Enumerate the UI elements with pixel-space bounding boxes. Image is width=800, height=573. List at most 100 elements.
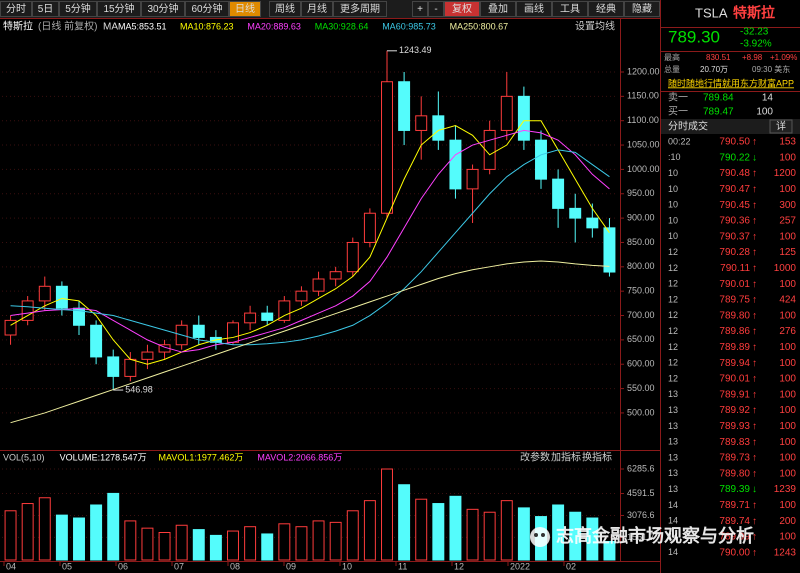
volume-bar [244,526,257,561]
field-label: 卖一 [668,92,688,104]
trade-arrow: ↑ [752,342,757,353]
x-tick-label: 12 [454,561,464,571]
toolbar-button[interactable] [32,1,59,17]
trade-price: 790.48 [719,168,750,179]
toolbar-button-label: 月线 [307,2,327,15]
y-tick-label: 800.00 [627,261,655,271]
trade-vol: 100 [779,500,796,511]
ad-link[interactable]: 随时随地行情就用东方财富APP [668,77,794,88]
indicator-button[interactable]: 换指标 [582,451,612,464]
x-tick-label: 08 [230,561,240,571]
volume-legend: VOLUME:1278.547万 [60,452,147,462]
ma-line [10,149,610,346]
volume-bar [569,511,582,561]
price-pct: -3.92% [740,39,772,50]
tool-button-label: 经典 [596,2,616,15]
ma-line [10,260,610,424]
high: 830.51 [706,53,731,62]
trade-arrow: ↓ [752,152,757,163]
trade-vol: 424 [779,295,796,306]
toolbar-button[interactable] [141,1,185,17]
volume-bar [227,530,239,561]
indicator-button[interactable]: 改参数 [520,451,550,464]
trade-arrow: ↑ [752,421,757,432]
trade-price: 789.75 [719,295,750,306]
toolbar-button[interactable] [0,1,32,17]
trade-arrow: ↑ [752,389,757,400]
tool-button-label: 工具 [560,3,580,15]
candle-body [483,129,496,170]
trade-arrow: ↑ [752,437,757,448]
change2: +8.98 [742,53,763,62]
candle-body [363,212,376,243]
tool-button-label: - [434,4,437,15]
x-tick-label: 2022 [510,561,530,571]
toolbar-button-label: 60分钟 [191,2,222,15]
tool-button-label: + [417,4,423,15]
volume-bar [192,529,205,561]
volume-bar [363,500,376,561]
trade-time: 12 [668,263,678,273]
candle-body [569,207,582,219]
y-tick-label: 700.00 [627,310,655,320]
indicator-button[interactable]: 加指标 [551,451,581,464]
low-annotation: 546.98 [125,384,153,394]
bid: 789.47 [703,107,734,118]
trade-time: 12 [668,310,678,320]
trade-vol: 100 [779,437,796,448]
indicator-name: MA [103,22,118,33]
stock-name: 特斯拉 [3,20,33,33]
trade-arrow: ↑ [752,279,757,290]
toolbar-button[interactable] [97,1,141,17]
trade-time: 13 [668,389,678,399]
trade-price: 790.36 [719,216,750,227]
trade-time: 14 [668,531,678,541]
volume-bar [90,504,103,561]
ma-legend: MA5:853.51 [118,21,167,31]
tool-button[interactable] [428,1,444,17]
trade-arrow: ↑ [752,200,757,211]
toolbar-button[interactable] [59,1,97,17]
volume-bar [552,504,565,561]
quote-time: 09:30 美东 [752,64,790,74]
volume-bar [4,510,17,561]
volume-bar [158,531,171,561]
trade-price: 789.99 [719,532,750,543]
volume-bar [175,524,188,561]
tool-button[interactable] [412,1,428,17]
volume-bar [517,507,530,561]
tool-button[interactable] [588,1,624,17]
tool-button[interactable] [624,1,660,17]
detail-button[interactable] [769,119,793,134]
toolbar-button[interactable] [269,1,301,17]
candle-body [449,139,462,190]
settings-link[interactable]: 设置均线 [575,20,615,33]
trade-price: 790.37 [719,231,750,242]
trade-arrow: ↑ [752,231,757,242]
trade-time: 13 [668,437,678,447]
tool-button-label: 隐藏 [632,3,652,15]
tool-button[interactable] [444,1,480,17]
candle-body [55,285,68,309]
ma-legend: MA30:928.64 [315,21,369,31]
tool-button[interactable] [480,1,516,17]
trade-vol: 100 [779,374,796,385]
x-tick-label: 07 [174,561,184,571]
y-tick-label: 1050.00 [627,139,660,149]
y-tick-label: 600.00 [627,359,655,369]
toolbar-button[interactable] [229,1,261,17]
candle-body [21,300,34,321]
trade-price: 789.39 [719,484,750,495]
x-tick-label: 02 [566,561,576,571]
trade-arrow: ↑ [752,500,757,511]
toolbar-button[interactable] [185,1,229,17]
x-tick-label: 11 [398,561,407,571]
tool-button[interactable] [552,1,588,17]
trade-arrow: ↓ [752,484,757,495]
toolbar-button[interactable] [333,1,387,17]
y-tick-label: 550.00 [627,383,655,393]
toolbar-button[interactable] [301,1,333,17]
tool-button[interactable] [516,1,552,17]
trade-arrow: ↑ [752,358,757,369]
x-tick-label: 04 [6,561,16,571]
